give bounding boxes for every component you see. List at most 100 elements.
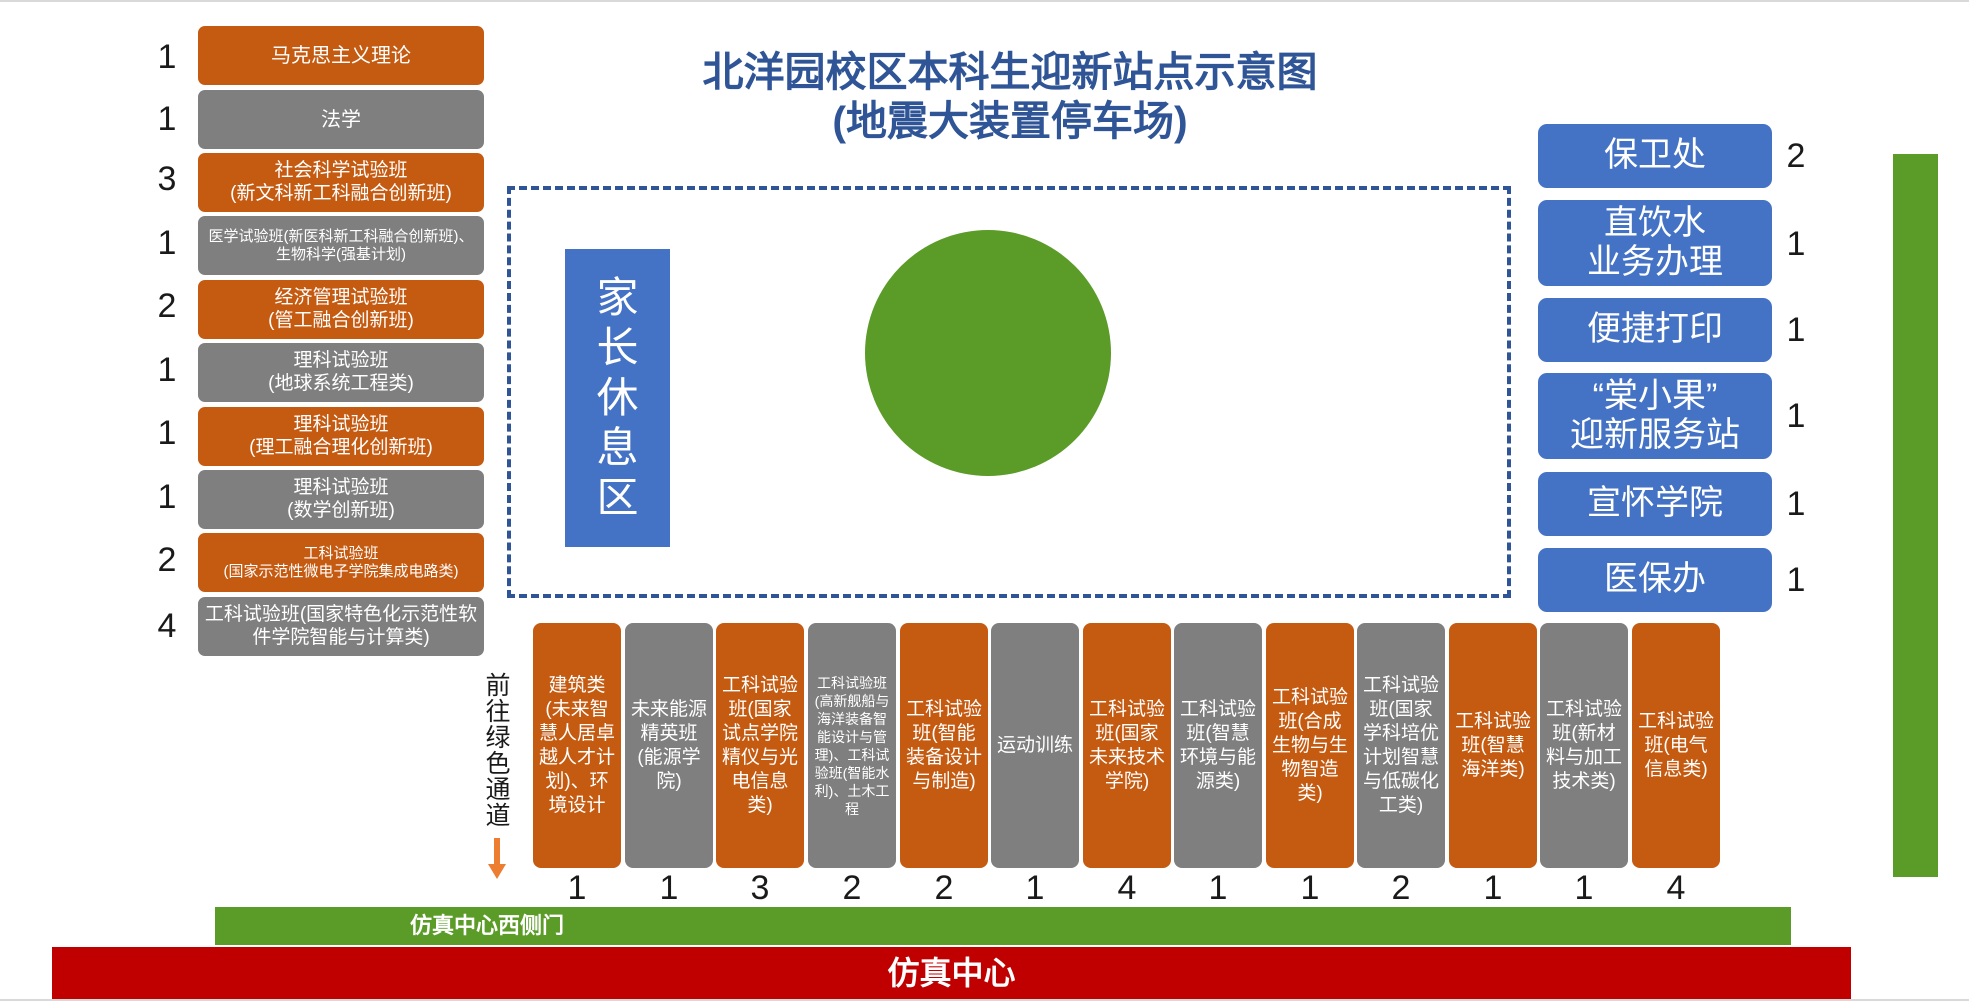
bottom-station-label: 工科试验班(智慧环境与能源类)	[1179, 698, 1256, 792]
simulation-center-label: 仿真中心	[887, 955, 1016, 991]
left-station-label: 工科试验班 (国家示范性微电子学院集成电路类)	[223, 544, 459, 580]
bottom-station-label: 未来能源精英班(能源学院)	[630, 698, 707, 792]
left-station-count-1: 1	[157, 100, 177, 138]
bottom-station-0: 建筑类(未来智慧人居卓越人才计划)、环境设计	[533, 623, 621, 868]
left-station-6: 理科试验班 (理工融合理化创新班)	[198, 407, 484, 466]
bottom-station-count-9: 2	[1391, 869, 1411, 907]
left-station-5: 理科试验班 (地球系统工程类)	[198, 343, 484, 402]
right-station-count-2: 1	[1786, 311, 1806, 349]
title-line-2: (地震大装置停车场)	[832, 98, 1188, 144]
left-station-label: 经济管理试验班 (管工融合创新班)	[268, 286, 414, 331]
right-station-count-0: 2	[1786, 137, 1806, 175]
bottom-border-line	[0, 999, 1969, 1001]
bottom-station-1: 未来能源精英班(能源学院)	[625, 623, 713, 868]
right-station-4: 宣怀学院	[1538, 472, 1772, 536]
bottom-station-5: 运动训练	[991, 623, 1079, 868]
bottom-station-label: 工科试验班(高新舰船与海洋装备智能设计与管理)、工科试验班(智能水利)、土木工程	[814, 674, 890, 817]
left-station-3: 医学试验班(新医科新工科融合创新班)、生物科学(强基计划)	[198, 216, 484, 275]
simulation-center-bar: 仿真中心	[52, 947, 1851, 999]
right-station-3: “棠小果” 迎新服务站	[1538, 373, 1772, 459]
left-station-label: 法学	[321, 108, 361, 131]
bottom-station-count-6: 4	[1117, 869, 1137, 907]
green-path-text: 前往绿色通道	[485, 672, 511, 830]
left-station-1: 法学	[198, 90, 484, 149]
bottom-station-label: 工科试验班(智能装备设计与制造)	[905, 698, 982, 792]
right-station-label: 医保办	[1604, 560, 1706, 599]
left-station-count-4: 2	[157, 287, 177, 325]
left-station-count-5: 1	[157, 351, 177, 389]
left-station-9: 工科试验班(国家特色化示范性软件学院智能与计算类)	[198, 597, 484, 656]
bottom-station-count-5: 1	[1025, 869, 1045, 907]
bottom-station-12: 工科试验班(电气信息类)	[1632, 623, 1720, 868]
top-border-line	[0, 0, 1969, 2]
bottom-station-label: 建筑类(未来智慧人居卓越人才计划)、环境设计	[538, 674, 615, 816]
right-station-0: 保卫处	[1538, 124, 1772, 188]
bottom-station-count-8: 1	[1300, 869, 1320, 907]
left-station-label: 理科试验班 (数学创新班)	[287, 476, 395, 521]
bottom-station-6: 工科试验班(国家未来技术学院)	[1083, 623, 1171, 868]
west-gate-label: 仿真中心西侧门	[410, 913, 565, 938]
green-channel-bar	[1893, 154, 1938, 877]
bottom-station-label: 工科试验班(新材料与加工技术类)	[1545, 698, 1622, 792]
bottom-station-count-4: 2	[934, 869, 954, 907]
parking-area-outline	[507, 186, 1511, 598]
bottom-station-label: 工科试验班(智慧海洋类)	[1454, 710, 1531, 780]
bottom-station-count-7: 1	[1208, 869, 1228, 907]
bottom-station-label: 运动训练	[996, 734, 1073, 756]
right-station-label: 保卫处	[1604, 136, 1706, 175]
bottom-station-4: 工科试验班(智能装备设计与制造)	[900, 623, 988, 868]
right-station-label: 直饮水 业务办理	[1587, 203, 1723, 281]
bottom-station-3: 工科试验班(高新舰船与海洋装备智能设计与管理)、工科试验班(智能水利)、土木工程	[808, 623, 896, 868]
left-station-count-6: 1	[157, 414, 177, 452]
left-station-label: 理科试验班 (地球系统工程类)	[268, 349, 414, 394]
left-station-7: 理科试验班 (数学创新班)	[198, 470, 484, 529]
green-path-label: 前往绿色通道	[481, 673, 515, 829]
bottom-station-count-10: 1	[1483, 869, 1503, 907]
left-station-count-3: 1	[157, 224, 177, 262]
right-station-5: 医保办	[1538, 548, 1772, 612]
west-gate-bar: 仿真中心西侧门	[215, 907, 1791, 945]
bottom-station-8: 工科试验班(合成生物与生物智造类)	[1266, 623, 1354, 868]
left-station-count-8: 2	[157, 541, 177, 579]
right-station-label: 宣怀学院	[1587, 484, 1723, 523]
left-station-label: 社会科学试验班 (新文科新工科融合创新班)	[230, 159, 452, 204]
right-station-label: “棠小果” 迎新服务站	[1570, 376, 1740, 454]
left-station-label: 工科试验班(国家特色化示范性软件学院智能与计算类)	[204, 603, 478, 648]
bottom-station-count-3: 2	[842, 869, 862, 907]
left-station-4: 经济管理试验班 (管工融合创新班)	[198, 280, 484, 339]
bottom-station-count-12: 4	[1666, 869, 1686, 907]
right-station-label: 便捷打印	[1587, 310, 1723, 349]
left-station-label: 理科试验班 (理工融合理化创新班)	[249, 413, 433, 458]
bottom-station-9: 工科试验班(国家学科培优计划智慧与低碳化工类)	[1357, 623, 1445, 868]
bottom-station-label: 工科试验班(国家学科培优计划智慧与低碳化工类)	[1362, 674, 1439, 816]
green-circle-marker	[865, 230, 1111, 476]
bottom-station-11: 工科试验班(新材料与加工技术类)	[1540, 623, 1628, 868]
left-station-count-9: 4	[157, 607, 177, 645]
parent-rest-area-label: 家长休息区	[596, 274, 639, 521]
right-station-count-1: 1	[1786, 225, 1806, 263]
left-station-count-7: 1	[157, 478, 177, 516]
left-station-2: 社会科学试验班 (新文科新工科融合创新班)	[198, 153, 484, 212]
map-title: 北洋园校区本科生迎新站点示意图 (地震大装置停车场)	[600, 48, 1420, 146]
right-station-count-5: 1	[1786, 561, 1806, 599]
left-station-count-2: 3	[157, 160, 177, 198]
left-station-count-0: 1	[157, 38, 177, 76]
left-station-label: 医学试验班(新医科新工科融合创新班)、生物科学(强基计划)	[208, 227, 474, 263]
right-station-1: 直饮水 业务办理	[1538, 200, 1772, 286]
bottom-station-count-11: 1	[1574, 869, 1594, 907]
right-station-2: 便捷打印	[1538, 298, 1772, 362]
bottom-station-label: 工科试验班(合成生物与生物智造类)	[1271, 686, 1348, 804]
bottom-station-count-2: 3	[750, 869, 770, 907]
right-station-count-3: 1	[1786, 397, 1806, 435]
title-line-1: 北洋园校区本科生迎新站点示意图	[702, 49, 1318, 95]
bottom-station-count-1: 1	[659, 869, 679, 907]
bottom-station-label: 工科试验班(国家试点学院精仪与光电信息类)	[721, 674, 798, 816]
bottom-station-label: 工科试验班(电气信息类)	[1637, 710, 1714, 780]
down-arrow-icon	[488, 838, 506, 879]
right-station-count-4: 1	[1786, 485, 1806, 523]
bottom-station-count-0: 1	[567, 869, 587, 907]
left-station-8: 工科试验班 (国家示范性微电子学院集成电路类)	[198, 533, 484, 592]
bottom-station-10: 工科试验班(智慧海洋类)	[1449, 623, 1537, 868]
bottom-station-7: 工科试验班(智慧环境与能源类)	[1174, 623, 1262, 868]
bottom-station-2: 工科试验班(国家试点学院精仪与光电信息类)	[716, 623, 804, 868]
